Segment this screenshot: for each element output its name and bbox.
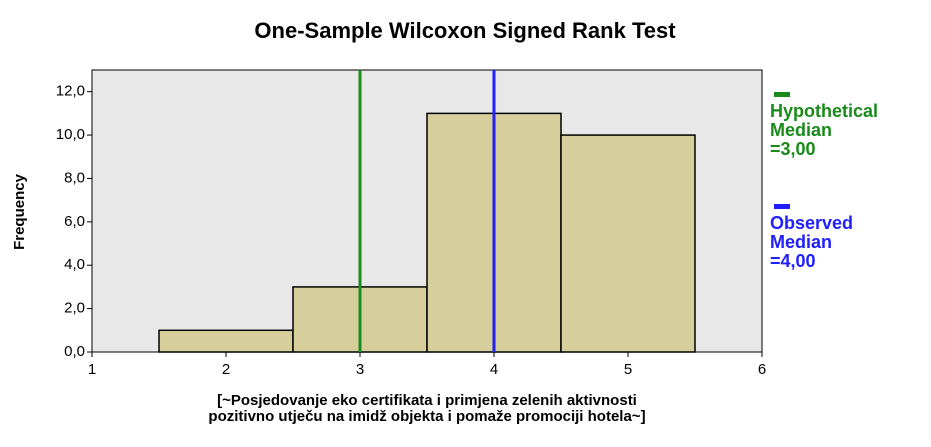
x-tick-label: 4: [490, 361, 498, 378]
y-tick-label: 8,0: [64, 169, 85, 186]
legend-swatch: [774, 204, 790, 209]
x-tick-label: 1: [88, 361, 96, 378]
legend-name: Observed Median: [770, 213, 854, 252]
x-tick-label: 6: [758, 361, 766, 378]
y-tick-label: 6,0: [64, 213, 85, 230]
y-tick-label: 0,0: [64, 343, 85, 360]
y-tick-label: 2,0: [64, 300, 85, 317]
y-tick-label: 12,0: [56, 83, 85, 100]
y-tick-label: 10,0: [56, 126, 85, 143]
y-axis-label: Frequency: [11, 173, 28, 250]
bar: [560, 134, 696, 353]
x-tick-label: 5: [624, 361, 632, 378]
x-axis-label: [~Posjedovanje eko certifikata i primjen…: [208, 392, 646, 425]
x-tick-label: 2: [222, 361, 230, 378]
chart-title: One-Sample Wilcoxon Signed Rank Test: [254, 18, 676, 43]
y-tick-label: 4,0: [64, 256, 85, 273]
legend-name: Hypothetical Median: [770, 101, 879, 140]
legend-value: =3,00: [770, 139, 816, 159]
legend-value: =4,00: [770, 251, 816, 271]
bar: [158, 329, 294, 353]
x-tick-label: 3: [356, 361, 364, 378]
legend-swatch: [774, 92, 790, 97]
